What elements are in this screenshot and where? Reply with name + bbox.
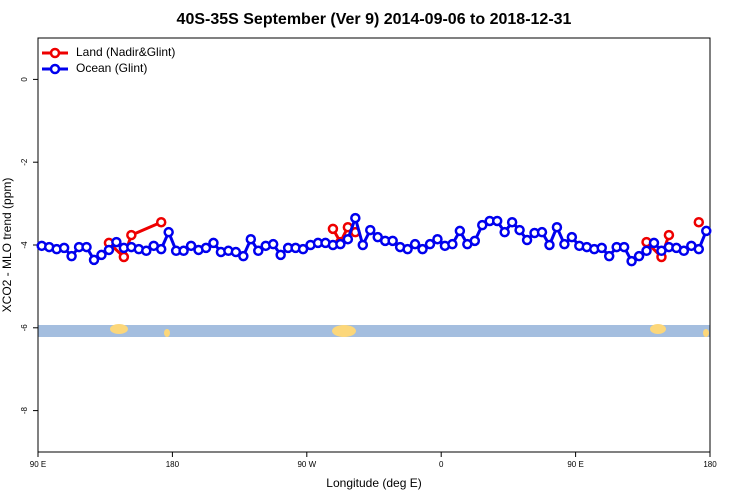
- data-point: [387, 235, 398, 247]
- y-tick-label: 0: [20, 77, 29, 82]
- data-point: [155, 216, 167, 228]
- y-tick-label: -4: [20, 241, 29, 249]
- land-blob: [703, 329, 709, 337]
- data-point: [275, 249, 286, 261]
- data-point: [663, 229, 675, 241]
- data-point: [551, 221, 563, 233]
- data-point: [454, 225, 466, 237]
- data-point: [506, 216, 518, 228]
- data-point: [536, 226, 548, 238]
- land-blob: [110, 324, 128, 334]
- data-point: [238, 250, 249, 262]
- data-point: [96, 249, 107, 261]
- data-point: [111, 236, 122, 248]
- data-point: [118, 251, 130, 263]
- mask-band: [38, 325, 710, 337]
- data-point: [603, 250, 615, 262]
- data-point: [335, 238, 346, 250]
- data-point: [693, 216, 705, 228]
- chart-title: 40S-35S September (Ver 9) 2014-09-06 to …: [177, 11, 572, 28]
- x-tick-label: 90 W: [297, 460, 316, 469]
- data-point: [200, 242, 212, 254]
- data-point: [245, 233, 257, 245]
- data-point: [81, 241, 92, 253]
- y-tick-label: -2: [20, 158, 29, 166]
- x-tick-label: 90 E: [567, 460, 583, 469]
- data-point: [701, 225, 712, 237]
- y-axis-label: XCO2 - MLO trend (ppm): [0, 178, 14, 313]
- data-point: [208, 237, 219, 249]
- legend-label: Land (Nadir&Glint): [76, 45, 175, 59]
- data-point: [163, 226, 174, 238]
- y-tick-label: -8: [20, 406, 29, 414]
- data-point: [155, 243, 167, 255]
- data-point: [178, 245, 189, 257]
- data-point: [491, 215, 503, 227]
- data-point: [633, 250, 645, 262]
- data-point: [424, 238, 436, 250]
- data-point: [357, 239, 369, 251]
- data-point: [365, 224, 376, 236]
- data-point: [559, 238, 570, 250]
- data-point: [521, 234, 533, 246]
- data-point: [58, 242, 70, 254]
- data-point: [103, 244, 115, 256]
- legend-marker: [49, 63, 61, 75]
- data-point: [230, 246, 242, 258]
- x-tick-label: 90 E: [30, 460, 46, 469]
- data-point: [477, 219, 488, 231]
- legend-marker: [49, 47, 61, 59]
- data-point: [350, 212, 361, 224]
- land-mask: [38, 324, 710, 337]
- data-point: [678, 245, 690, 257]
- data-point: [402, 243, 413, 255]
- legend-label: Ocean (Glint): [76, 61, 147, 75]
- data-point: [514, 224, 525, 236]
- data-point: [417, 243, 428, 255]
- data-point: [544, 239, 555, 251]
- data-point: [327, 223, 339, 235]
- data-point: [432, 233, 443, 245]
- x-tick-label: 180: [166, 460, 180, 469]
- x-axis-label: Longitude (deg E): [326, 476, 421, 490]
- data-point: [253, 245, 264, 257]
- data-point: [141, 245, 152, 257]
- data-point: [626, 255, 637, 267]
- y-tick-label: -6: [20, 324, 29, 332]
- data-point: [66, 250, 77, 262]
- data-point: [185, 240, 197, 252]
- data-point: [297, 243, 309, 255]
- data-point: [447, 238, 458, 250]
- data-point: [596, 242, 607, 254]
- data-point: [499, 226, 510, 238]
- data-point: [409, 238, 421, 250]
- data-point: [267, 238, 279, 250]
- data-point: [88, 254, 100, 266]
- x-tick-label: 0: [439, 460, 444, 469]
- land-blob: [650, 324, 666, 334]
- data-point: [618, 241, 630, 253]
- data-point: [693, 243, 705, 255]
- data-point: [641, 245, 652, 257]
- data-point: [566, 231, 578, 243]
- land-blob: [164, 329, 170, 337]
- land-blob: [332, 325, 356, 337]
- data-point: [342, 233, 354, 245]
- data-point: [648, 237, 660, 249]
- x-tick-label: 180: [703, 460, 717, 469]
- data-point: [469, 235, 481, 247]
- data-point: [126, 229, 137, 241]
